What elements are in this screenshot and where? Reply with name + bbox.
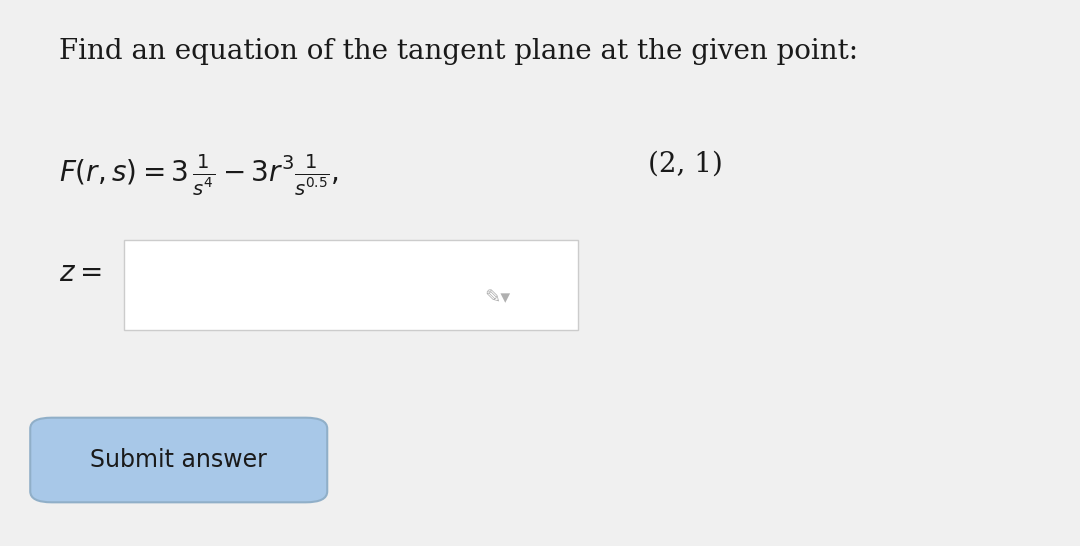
Text: Submit answer: Submit answer [90,448,267,472]
Text: $F(r, s) = 3\,\frac{1}{s^4} - 3r^3\frac{1}{s^{0.5}},$: $F(r, s) = 3\,\frac{1}{s^4} - 3r^3\frac{… [59,153,339,198]
FancyBboxPatch shape [124,240,578,330]
FancyBboxPatch shape [30,418,327,502]
Text: Find an equation of the tangent plane at the given point:: Find an equation of the tangent plane at… [59,38,859,65]
Text: $z =$: $z =$ [59,259,102,287]
Text: ✎▾: ✎▾ [484,288,510,307]
Text: (2, 1): (2, 1) [648,150,723,177]
